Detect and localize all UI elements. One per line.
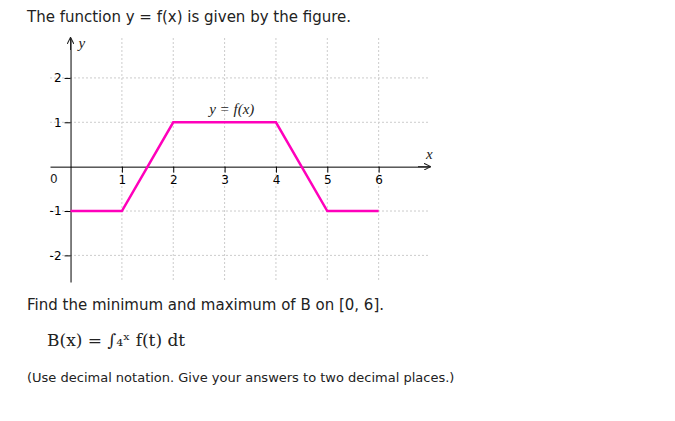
y-tick-mark bbox=[65, 255, 71, 256]
x-axis-label: x bbox=[425, 146, 433, 162]
x-tick: 5 bbox=[324, 167, 332, 188]
y-tick-mark bbox=[65, 211, 71, 212]
annotation: (Use decimal notation. Give your answers… bbox=[27, 370, 454, 385]
x-axis: 1 2 3 4 5 6 bbox=[51, 167, 431, 188]
x-axis-line bbox=[51, 167, 431, 168]
marks bbox=[71, 122, 379, 211]
y-tick-label: -1 bbox=[50, 204, 62, 218]
x-tick: 6 bbox=[375, 167, 383, 188]
x-tick-mark bbox=[225, 167, 226, 173]
y-tick-mark bbox=[65, 122, 71, 123]
y-tick: 2 bbox=[54, 71, 71, 85]
grid-line-y bbox=[50, 255, 430, 256]
grid-line-x bbox=[121, 38, 122, 282]
annotation: B(x) = ∫₄ˣ f(t) dt bbox=[47, 330, 185, 350]
x-tick-label: 2 bbox=[170, 173, 178, 187]
x-tick: 2 bbox=[170, 167, 178, 188]
grid-line-y bbox=[50, 77, 430, 78]
title: The function y = f(x) is given by the fi… bbox=[26, 8, 351, 26]
y-axis: -2 -1 1 2 bbox=[50, 39, 71, 283]
y-tick-label: 2 bbox=[54, 71, 62, 85]
annotation: Find the minimum and maximum of B on [0,… bbox=[27, 296, 384, 314]
y-tick: -2 bbox=[50, 249, 71, 263]
y-axis-line bbox=[71, 39, 72, 283]
y-axis-arrow bbox=[70, 38, 71, 50]
y-tick-label: 1 bbox=[54, 116, 62, 130]
x-tick-mark bbox=[173, 167, 174, 173]
chart: The function y = f(x) is given by the fi… bbox=[0, 0, 675, 421]
x-tick-mark bbox=[379, 167, 380, 173]
x-tick-label: 3 bbox=[221, 173, 229, 187]
y-tick-mark bbox=[65, 78, 71, 79]
grid bbox=[50, 38, 430, 282]
annotation: 0 bbox=[50, 172, 58, 186]
x-axis-arrow bbox=[418, 166, 430, 167]
x-tick: 1 bbox=[119, 167, 127, 188]
y-tick-label: -2 bbox=[50, 249, 62, 263]
x-tick-label: 1 bbox=[119, 173, 127, 187]
annotation: y = f(x) bbox=[207, 101, 254, 118]
x-tick: 3 bbox=[221, 167, 229, 188]
x-tick-label: 5 bbox=[324, 173, 332, 187]
grid-line-x bbox=[224, 38, 225, 282]
plot: 1 2 3 4 5 6 -2 -1 1 2 x y 0 y = f(x) bbox=[50, 35, 433, 283]
x-tick-label: 4 bbox=[273, 173, 281, 187]
y-tick: 1 bbox=[54, 116, 71, 130]
y-axis-label: y bbox=[77, 35, 86, 51]
grid-line-x bbox=[378, 38, 379, 282]
y-tick: -1 bbox=[50, 204, 71, 218]
f-line bbox=[71, 122, 379, 211]
grid-line-x bbox=[275, 38, 276, 282]
grid-line-x bbox=[327, 38, 328, 282]
x-tick: 4 bbox=[273, 167, 281, 188]
x-tick-label: 6 bbox=[375, 173, 383, 187]
grid-line-x bbox=[173, 38, 174, 282]
x-tick-mark bbox=[276, 167, 277, 173]
x-tick-mark bbox=[122, 167, 123, 173]
x-tick-mark bbox=[327, 167, 328, 173]
